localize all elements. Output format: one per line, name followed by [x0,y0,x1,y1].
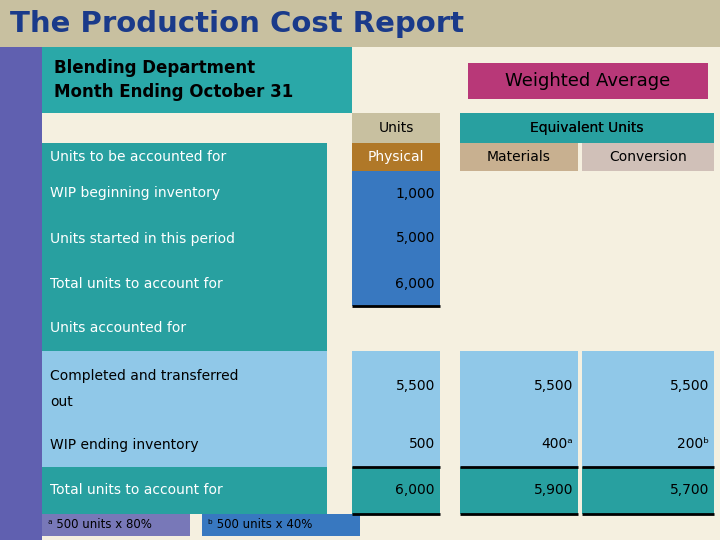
Bar [352,467,440,514]
Text: 5,500: 5,500 [534,380,573,394]
Bar [352,216,440,261]
Text: 1,000: 1,000 [395,186,435,200]
Bar [42,171,327,216]
Bar [582,422,714,467]
Bar [352,422,440,467]
Bar [468,63,708,99]
Text: Total units to account for: Total units to account for [50,276,222,291]
Bar [352,171,440,216]
Text: Materials: Materials [487,150,551,164]
Bar [582,467,714,514]
Bar [460,351,578,422]
Bar [460,422,578,467]
Text: Units started in this period: Units started in this period [50,232,235,246]
Text: The Production Cost Report: The Production Cost Report [10,10,464,37]
Text: 6,000: 6,000 [395,483,435,497]
Text: Units: Units [378,121,414,135]
Text: Blending Department: Blending Department [54,59,255,77]
Bar [460,467,578,514]
Bar [42,216,327,261]
Bar [582,351,714,422]
Text: Units accounted for: Units accounted for [50,321,186,335]
Text: Equivalent Units: Equivalent Units [530,121,644,135]
Bar [582,306,714,351]
Text: out: out [50,395,73,409]
Bar [352,143,440,171]
Text: Physical: Physical [368,150,424,164]
Bar [460,113,714,143]
Text: ᵇ 500 units x 40%: ᵇ 500 units x 40% [208,518,312,531]
Bar [460,261,578,306]
Text: Weighted Average: Weighted Average [505,72,670,90]
Text: 5,900: 5,900 [534,483,573,497]
Text: 200ᵇ: 200ᵇ [677,437,709,451]
Bar [582,143,714,171]
Text: 5,500: 5,500 [395,380,435,394]
Bar [42,514,190,536]
Text: 5,500: 5,500 [670,380,709,394]
Bar [42,422,327,467]
Bar [460,306,578,351]
Text: Equivalent Units: Equivalent Units [530,121,644,135]
Bar [460,216,578,261]
Text: 400ᵃ: 400ᵃ [541,437,573,451]
Bar [582,216,714,261]
Bar [0,47,42,540]
Bar [582,261,714,306]
Text: 6,000: 6,000 [395,276,435,291]
Bar [42,47,352,113]
Bar [0,0,720,47]
Text: WIP beginning inventory: WIP beginning inventory [50,186,220,200]
Text: Total units to account for: Total units to account for [50,483,222,497]
Bar [352,306,440,351]
Bar [352,261,440,306]
Bar [352,351,440,422]
Text: Units to be accounted for: Units to be accounted for [50,150,226,164]
Text: Month Ending October 31: Month Ending October 31 [54,83,293,101]
Bar [352,113,440,143]
Text: Conversion: Conversion [609,150,687,164]
Bar [460,171,578,216]
Text: WIP ending inventory: WIP ending inventory [50,437,199,451]
Bar [42,306,327,351]
Text: Completed and transferred: Completed and transferred [50,369,238,383]
Bar [42,261,327,306]
Bar [42,351,327,422]
Text: 5,000: 5,000 [395,232,435,246]
Text: ᵃ 500 units x 80%: ᵃ 500 units x 80% [48,518,152,531]
Bar [582,171,714,216]
Bar [202,514,360,536]
Bar [460,143,578,171]
Bar [42,467,327,514]
Bar [42,143,327,171]
Text: 5,700: 5,700 [670,483,709,497]
Text: 500: 500 [409,437,435,451]
